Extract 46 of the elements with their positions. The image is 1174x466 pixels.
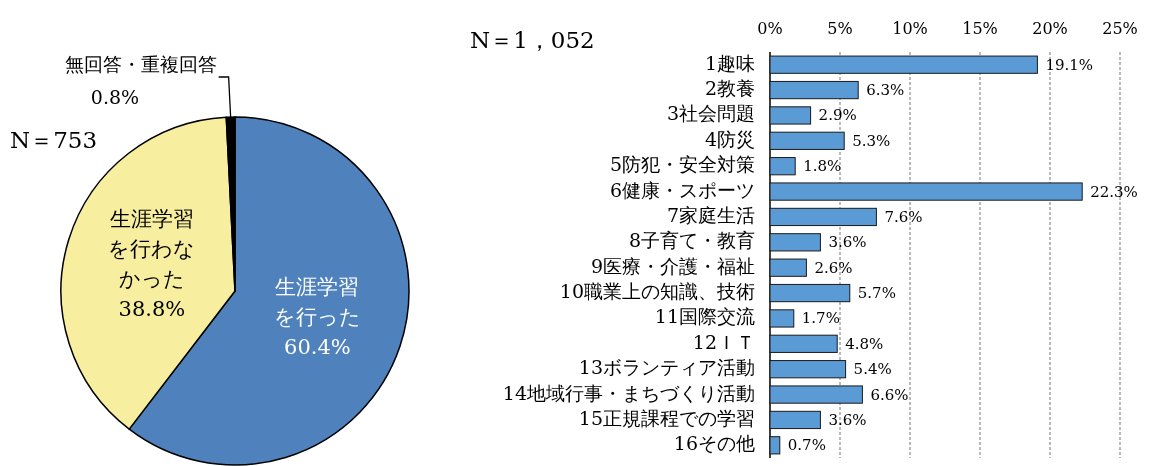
y-tick-label: 6健康・スポーツ: [609, 178, 755, 201]
data-label: 0.7%: [787, 436, 826, 455]
data-label: 3.6%: [828, 410, 867, 429]
data-label: 19.1%: [1045, 55, 1094, 74]
slice-label: 無回答・重複回答: [64, 53, 217, 75]
y-tick-label: 15正規課程での学習: [578, 406, 755, 429]
y-tick-label: 3社会問題: [666, 102, 755, 125]
data-label: 1.8%: [803, 157, 842, 176]
y-tick-label: 4防災: [704, 127, 755, 150]
slice-label: 生涯学習を行わなかった: [108, 206, 196, 291]
y-tick-label: 12ＩＴ: [692, 330, 755, 353]
data-label: 5.7%: [857, 284, 896, 303]
y-tick-label: 13ボランティア活動: [578, 356, 755, 379]
slice-label: 生涯学習を行った: [273, 275, 361, 330]
text: N＝753: [10, 127, 98, 153]
x-tick-label: 10%: [892, 19, 928, 38]
data-label: 4.8%: [845, 334, 884, 353]
y-tick-label: 1趣味: [704, 51, 755, 74]
x-tick-label: 20%: [1032, 19, 1068, 38]
y-tick-label: 9医療・介護・福祉: [590, 254, 755, 277]
x-tick-label: 15%: [962, 19, 998, 38]
data-label: 7.6%: [884, 207, 923, 226]
y-tick-label: 8子育て・教育: [628, 229, 755, 252]
data-label: 38.8%: [118, 296, 186, 321]
y-tick-label: 5防犯・安全対策: [609, 153, 755, 176]
y-tick-label: 14地域行事・まちづくり活動: [502, 381, 755, 404]
data-label: 60.4%: [284, 335, 351, 360]
x-tick-label: 0%: [757, 19, 783, 38]
y-tick-label: 7家庭生活: [666, 203, 755, 226]
data-label: 2.6%: [814, 258, 853, 277]
x-tick-label: 5%: [827, 19, 853, 38]
data-label: 0.8%: [90, 86, 140, 108]
data-label: 3.6%: [828, 233, 867, 252]
data-label: 1.7%: [801, 309, 840, 328]
data-label: 5.3%: [852, 131, 891, 150]
y-tick-label: 16その他: [673, 432, 755, 455]
data-label: 22.3%: [1090, 182, 1138, 201]
y-tick-label: 10職業上の知識、技術: [559, 280, 755, 303]
data-label: 6.6%: [870, 385, 909, 404]
data-label: 5.4%: [853, 360, 892, 379]
y-tick-label: 2教養: [704, 77, 755, 100]
x-tick-label: 25%: [1102, 19, 1138, 38]
data-label: 6.3%: [866, 81, 905, 100]
text: N＝1，052: [470, 27, 595, 53]
data-label: 2.9%: [818, 106, 857, 125]
y-tick-label: 11国際交流: [654, 305, 755, 328]
